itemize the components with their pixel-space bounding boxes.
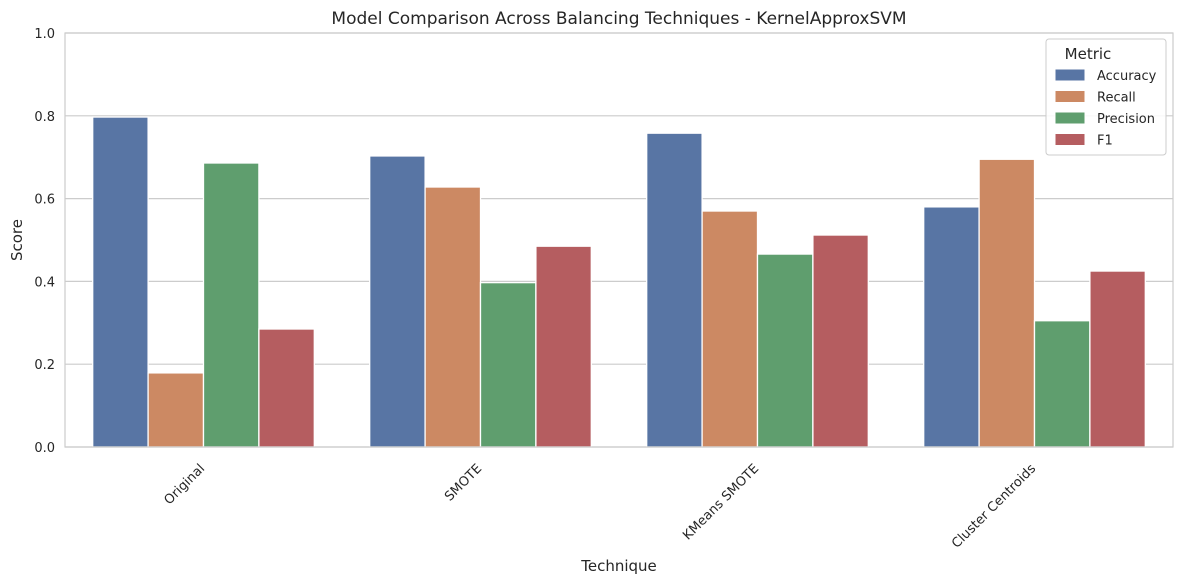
bar-accuracy-smote [369,155,426,448]
x-tick-label: Cluster Centroids [949,461,1039,551]
legend-label-precision: Precision [1097,112,1155,127]
y-tick-label: 0.6 [34,193,55,208]
y-tick-label: 1.0 [34,27,55,42]
bar-recall-cluster-centroids [978,158,1036,448]
bar-accuracy-kmeans-smote [646,132,703,448]
legend-title: Metric [1065,45,1112,63]
y-tick-label: 0.0 [34,441,55,456]
bar-f1-smote [535,245,592,448]
legend-swatch-recall [1054,90,1086,103]
legend: Metric Accuracy Recall Precision F1 [1045,38,1167,156]
bar-recall-smote [424,186,482,448]
legend-label-recall: Recall [1097,91,1136,106]
bar-precision-kmeans-smote [756,253,814,448]
bar-recall-original [147,372,205,448]
bar-recall-kmeans-smote [701,210,759,448]
legend-swatch-precision [1054,111,1086,125]
bar-f1-original [258,328,315,448]
y-axis-label: Score [8,219,26,261]
bar-f1-cluster-centroids [1089,270,1146,448]
bar-precision-cluster-centroids [1033,320,1091,448]
x-tick-label: Original [162,461,209,508]
bar-f1-kmeans-smote [812,234,869,448]
plot-frame [64,32,1174,448]
legend-label-f1: F1 [1097,134,1113,149]
legend-swatch-f1 [1054,133,1086,146]
bar-precision-smote [479,281,537,448]
x-tick-label: SMOTE [442,461,485,504]
y-tick-label: 0.8 [34,110,55,125]
bar-accuracy-cluster-centroids [923,206,980,448]
chart-title: Model Comparison Across Balancing Techni… [331,9,906,29]
legend-swatch-accuracy [1054,68,1086,82]
legend-label-accuracy: Accuracy [1097,69,1157,84]
y-tick-label: 0.2 [34,358,55,373]
bar-precision-original [202,162,260,448]
legend-box [1045,38,1167,156]
y-tick-label: 0.4 [34,275,55,290]
bar-accuracy-original [92,116,149,448]
x-axis-label: Technique [580,557,657,575]
x-tick-label: KMeans SMOTE [680,461,762,543]
bars-layer [92,116,1146,448]
